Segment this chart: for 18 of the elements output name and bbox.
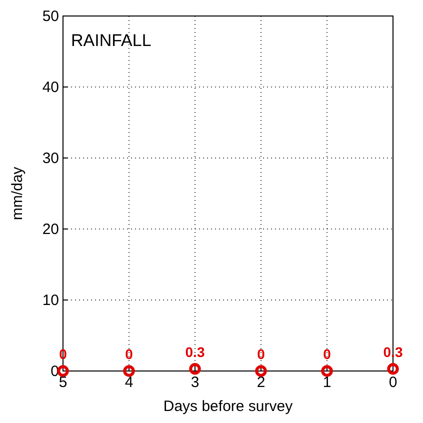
y-tick-label: 30 bbox=[42, 150, 59, 167]
y-axis-title: mm/day bbox=[9, 166, 26, 220]
y-tick-label: 10 bbox=[42, 292, 59, 309]
x-tick-label: 0 bbox=[388, 374, 398, 391]
x-tick-label: 4 bbox=[124, 374, 134, 391]
data-label: 0 bbox=[125, 346, 134, 362]
y-tick-label: 40 bbox=[42, 79, 59, 96]
text: RAINFALL bbox=[71, 31, 152, 50]
data-label: 0 bbox=[257, 346, 266, 362]
x-tick-label: 3 bbox=[190, 374, 200, 391]
x-tick-label: 2 bbox=[256, 374, 266, 391]
x-tick-label: 5 bbox=[58, 374, 68, 391]
y-tick-label: 50 bbox=[42, 8, 59, 25]
y-tick-label: 20 bbox=[42, 221, 59, 238]
data-label: 0.3 bbox=[185, 344, 205, 360]
x-tick-label: 1 bbox=[322, 374, 332, 391]
data-label: 0 bbox=[323, 346, 332, 362]
x-axis-title: Days before survey bbox=[163, 398, 294, 415]
